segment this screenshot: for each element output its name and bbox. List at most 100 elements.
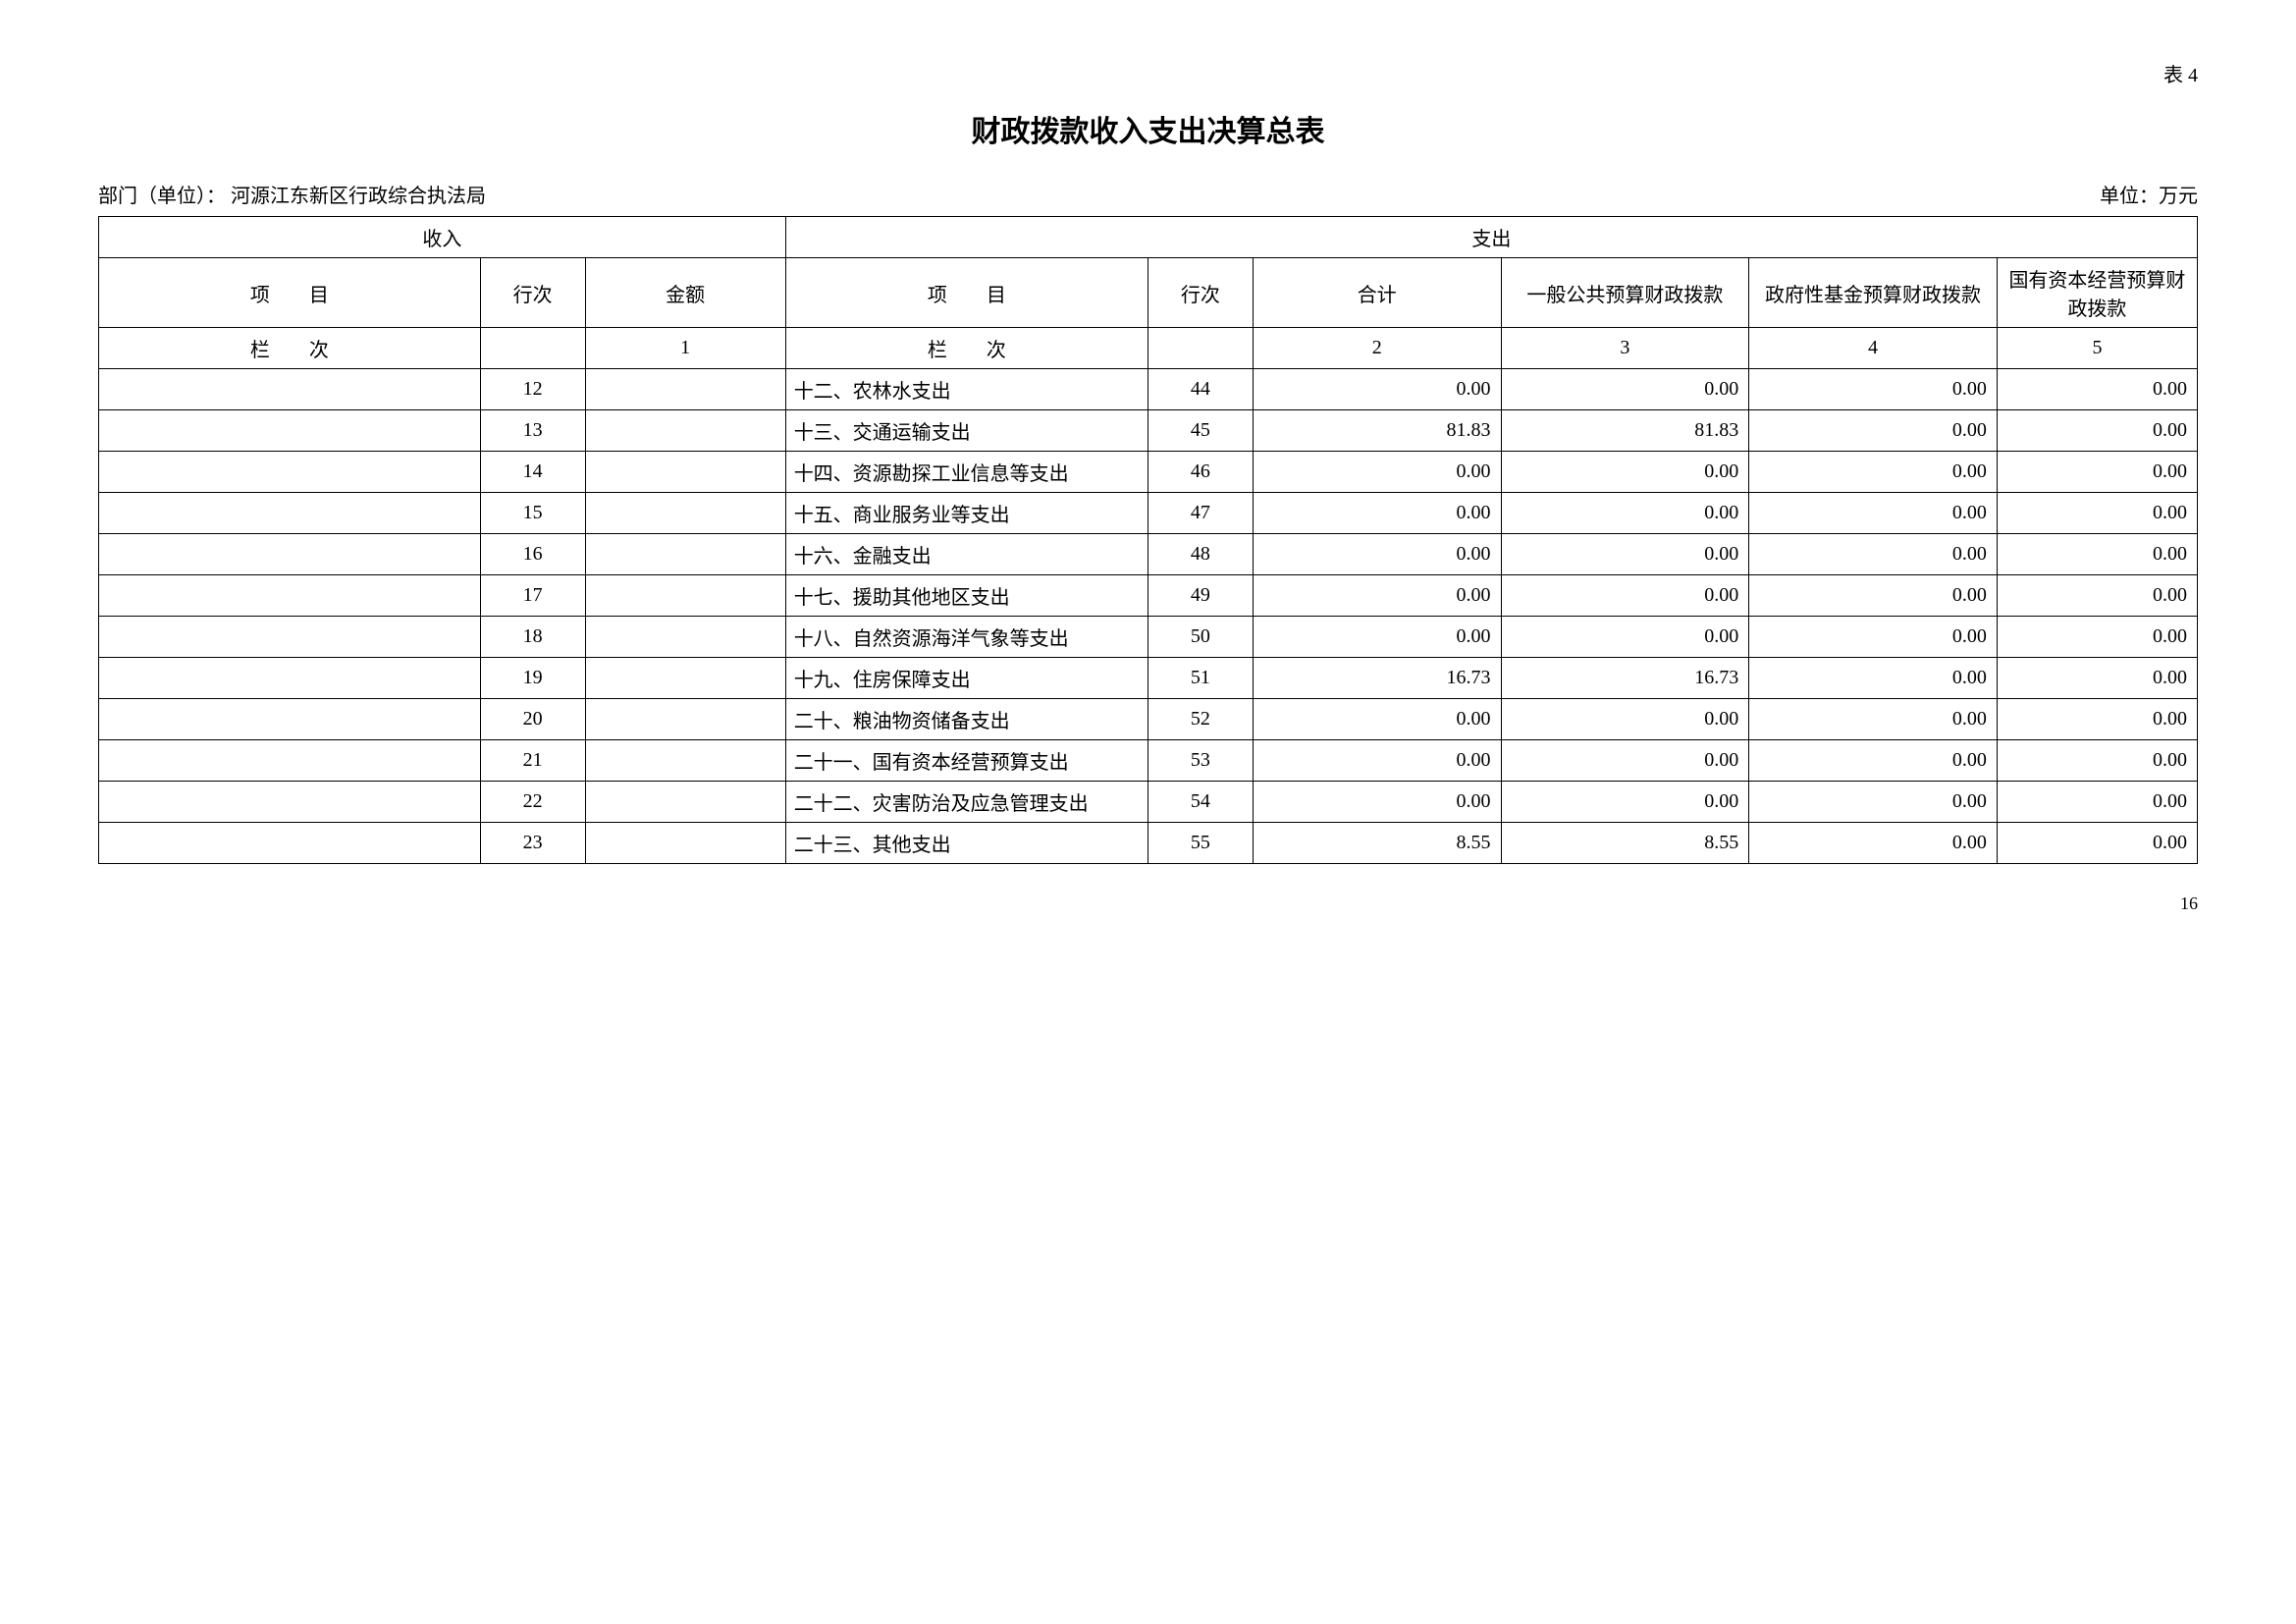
income-rownum-cell: 14	[480, 452, 585, 493]
department: 部门（单位）： 河源江东新区行政综合执法局	[98, 180, 486, 208]
income-rownum-cell: 23	[480, 823, 585, 864]
income-rownum-cell: 16	[480, 534, 585, 575]
table-row: 20二十、粮油物资储备支出520.000.000.000.00	[99, 699, 2198, 740]
header-col5: 5	[1997, 328, 2197, 369]
header-row-1: 收入 支出	[99, 217, 2198, 258]
header-expense-fund: 政府性基金预算财政拨款	[1749, 258, 1998, 328]
header-expense-item: 项 目	[785, 258, 1148, 328]
expense-capital-cell: 0.00	[1997, 782, 2197, 823]
table-row: 21二十一、国有资本经营预算支出530.000.000.000.00	[99, 740, 2198, 782]
header-row-2: 项 目 行次 金额 项 目 行次 合计 一般公共预算财政拨款 政府性基金预算财政…	[99, 258, 2198, 328]
header-col3: 3	[1501, 328, 1749, 369]
expense-fund-cell: 0.00	[1749, 534, 1998, 575]
income-rownum-cell: 21	[480, 740, 585, 782]
income-amount-cell	[585, 823, 785, 864]
header-col-label-1: 栏 次	[99, 328, 481, 369]
expense-capital-cell: 0.00	[1997, 617, 2197, 658]
expense-item-cell: 十六、金融支出	[785, 534, 1148, 575]
header-col4: 4	[1749, 328, 1998, 369]
income-item-cell	[99, 452, 481, 493]
table-row: 23二十三、其他支出558.558.550.000.00	[99, 823, 2198, 864]
expense-fund-cell: 0.00	[1749, 740, 1998, 782]
header-expense: 支出	[785, 217, 2197, 258]
meta-row: 部门（单位）： 河源江东新区行政综合执法局 单位：万元	[98, 180, 2198, 208]
income-item-cell	[99, 534, 481, 575]
expense-general-cell: 0.00	[1501, 699, 1749, 740]
header-expense-general: 一般公共预算财政拨款	[1501, 258, 1749, 328]
expense-item-cell: 十八、自然资源海洋气象等支出	[785, 617, 1148, 658]
income-amount-cell	[585, 782, 785, 823]
income-item-cell	[99, 617, 481, 658]
expense-capital-cell: 0.00	[1997, 410, 2197, 452]
expense-rownum-cell: 44	[1148, 369, 1253, 410]
income-amount-cell	[585, 534, 785, 575]
table-row: 13十三、交通运输支出4581.8381.830.000.00	[99, 410, 2198, 452]
income-amount-cell	[585, 493, 785, 534]
income-amount-cell	[585, 452, 785, 493]
expense-capital-cell: 0.00	[1997, 823, 2197, 864]
expense-fund-cell: 0.00	[1749, 823, 1998, 864]
income-amount-cell	[585, 369, 785, 410]
expense-general-cell: 16.73	[1501, 658, 1749, 699]
expense-general-cell: 0.00	[1501, 534, 1749, 575]
header-expense-total: 合计	[1253, 258, 1501, 328]
header-empty-2	[1148, 328, 1253, 369]
table-row: 18十八、自然资源海洋气象等支出500.000.000.000.00	[99, 617, 2198, 658]
income-amount-cell	[585, 410, 785, 452]
expense-item-cell: 十九、住房保障支出	[785, 658, 1148, 699]
expense-rownum-cell: 46	[1148, 452, 1253, 493]
expense-rownum-cell: 53	[1148, 740, 1253, 782]
expense-fund-cell: 0.00	[1749, 782, 1998, 823]
expense-rownum-cell: 50	[1148, 617, 1253, 658]
table-number: 表 4	[98, 59, 2198, 87]
income-rownum-cell: 18	[480, 617, 585, 658]
income-item-cell	[99, 823, 481, 864]
expense-capital-cell: 0.00	[1997, 369, 2197, 410]
expense-item-cell: 二十二、灾害防治及应急管理支出	[785, 782, 1148, 823]
expense-item-cell: 十五、商业服务业等支出	[785, 493, 1148, 534]
expense-capital-cell: 0.00	[1997, 699, 2197, 740]
expense-general-cell: 0.00	[1501, 452, 1749, 493]
expense-general-cell: 81.83	[1501, 410, 1749, 452]
expense-rownum-cell: 45	[1148, 410, 1253, 452]
table-row: 17十七、援助其他地区支出490.000.000.000.00	[99, 575, 2198, 617]
income-rownum-cell: 15	[480, 493, 585, 534]
income-item-cell	[99, 782, 481, 823]
header-income-amount: 金额	[585, 258, 785, 328]
income-item-cell	[99, 699, 481, 740]
unit-label: 单位：万元	[2100, 180, 2198, 208]
expense-rownum-cell: 47	[1148, 493, 1253, 534]
expense-capital-cell: 0.00	[1997, 493, 2197, 534]
expense-item-cell: 二十、粮油物资储备支出	[785, 699, 1148, 740]
department-value: 河源江东新区行政综合执法局	[231, 186, 486, 207]
expense-rownum-cell: 52	[1148, 699, 1253, 740]
table-row: 22二十二、灾害防治及应急管理支出540.000.000.000.00	[99, 782, 2198, 823]
expense-item-cell: 十七、援助其他地区支出	[785, 575, 1148, 617]
expense-fund-cell: 0.00	[1749, 493, 1998, 534]
expense-total-cell: 0.00	[1253, 369, 1501, 410]
header-income-rownum: 行次	[480, 258, 585, 328]
expense-item-cell: 二十一、国有资本经营预算支出	[785, 740, 1148, 782]
income-amount-cell	[585, 699, 785, 740]
header-income: 收入	[99, 217, 786, 258]
expense-fund-cell: 0.00	[1749, 369, 1998, 410]
expense-capital-cell: 0.00	[1997, 740, 2197, 782]
income-rownum-cell: 12	[480, 369, 585, 410]
table-row: 12十二、农林水支出440.000.000.000.00	[99, 369, 2198, 410]
expense-item-cell: 十三、交通运输支出	[785, 410, 1148, 452]
header-empty-1	[480, 328, 585, 369]
expense-fund-cell: 0.00	[1749, 699, 1998, 740]
header-income-item: 项 目	[99, 258, 481, 328]
expense-general-cell: 8.55	[1501, 823, 1749, 864]
expense-fund-cell: 0.00	[1749, 617, 1998, 658]
expense-total-cell: 0.00	[1253, 534, 1501, 575]
expense-total-cell: 0.00	[1253, 699, 1501, 740]
income-item-cell	[99, 493, 481, 534]
expense-total-cell: 0.00	[1253, 782, 1501, 823]
expense-fund-cell: 0.00	[1749, 452, 1998, 493]
income-amount-cell	[585, 617, 785, 658]
table-row: 19十九、住房保障支出5116.7316.730.000.00	[99, 658, 2198, 699]
expense-total-cell: 0.00	[1253, 575, 1501, 617]
expense-fund-cell: 0.00	[1749, 410, 1998, 452]
expense-total-cell: 0.00	[1253, 452, 1501, 493]
